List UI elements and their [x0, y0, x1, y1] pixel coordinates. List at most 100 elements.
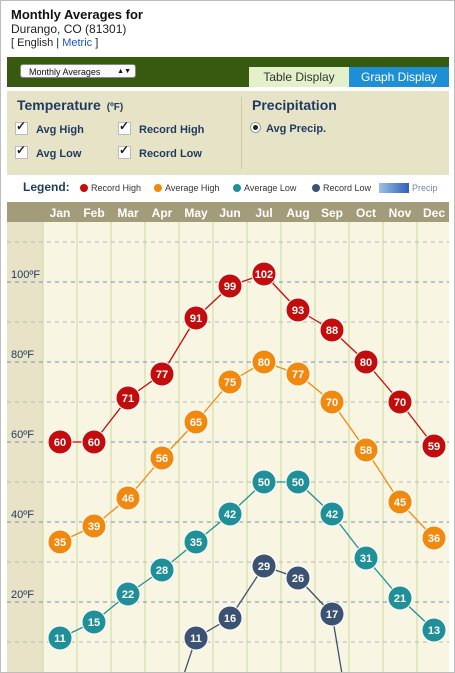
data-point: 65	[183, 409, 209, 435]
data-point-marker	[217, 501, 243, 527]
data-point: 77	[285, 361, 311, 387]
data-label: 22	[122, 589, 134, 601]
data-point: 35	[47, 529, 73, 555]
data-point: 36	[421, 525, 447, 551]
data-point-marker	[251, 261, 277, 287]
data-label: 70	[326, 397, 338, 409]
data-label: 42	[224, 509, 236, 521]
y-tick-label: 60ºF	[11, 429, 34, 441]
english-link[interactable]: English	[17, 37, 54, 49]
month-label: Apr	[152, 206, 173, 220]
data-label: 88	[326, 325, 338, 337]
data-label: 35	[54, 537, 66, 549]
tab-table-display[interactable]: Table Display	[249, 67, 349, 87]
avg-precip-radio[interactable]: Avg Precip.	[250, 122, 326, 136]
data-point-marker	[387, 585, 413, 611]
month-label: Feb	[83, 206, 104, 220]
data-point-marker	[319, 317, 345, 343]
record-high-label: Record High	[139, 124, 205, 136]
month-label: Jul	[255, 206, 272, 220]
orange-dot-icon	[154, 184, 162, 192]
data-label: 16	[224, 613, 236, 625]
month-label: Aug	[286, 206, 309, 220]
data-label: 50	[258, 477, 270, 489]
data-point-marker	[251, 553, 277, 579]
data-point: 60	[47, 429, 73, 455]
legend-label: Average High	[165, 183, 220, 193]
month-label: May	[184, 206, 208, 220]
data-label: 77	[156, 369, 168, 381]
data-point-marker	[353, 349, 379, 375]
record-high-checkbox[interactable]: Record High	[118, 119, 205, 137]
data-point: 70	[387, 389, 413, 415]
data-point: 75	[217, 369, 243, 395]
tab-graph-display[interactable]: Graph Display	[349, 67, 449, 87]
data-point-marker	[319, 601, 345, 627]
data-point: 45	[387, 489, 413, 515]
data-point: 46	[115, 485, 141, 511]
legend: Legend: Record High Average High Average…	[7, 177, 449, 201]
data-point: 13	[421, 617, 447, 643]
data-label: 28	[156, 565, 168, 577]
data-point-marker	[47, 529, 73, 555]
data-point: 70	[319, 389, 345, 415]
legend-label: Average Low	[244, 183, 297, 193]
data-label: 17	[326, 609, 338, 621]
avg-low-checkbox[interactable]: Avg Low	[15, 143, 81, 161]
data-label: 11	[54, 633, 66, 645]
data-label: 71	[122, 393, 134, 405]
page-title: Monthly Averages for	[11, 7, 143, 22]
data-point: 88	[319, 317, 345, 343]
legend-item-precip: Precip	[379, 183, 438, 193]
data-point: 35	[183, 529, 209, 555]
data-label: 45	[394, 497, 406, 509]
data-label: 91	[190, 313, 202, 325]
chart-svg: 20ºF 40ºF 60ºF 80ºF 100ºF Jan Feb Mar Apr May Jun J…	[7, 202, 449, 672]
data-point-marker	[149, 445, 175, 471]
avg-high-checkbox[interactable]: Avg High	[15, 119, 84, 137]
legend-title: Legend:	[23, 180, 70, 194]
checkbox-checked-icon	[118, 143, 131, 159]
data-point-marker	[183, 409, 209, 435]
metric-link[interactable]: Metric	[62, 37, 93, 49]
data-label: 80	[360, 357, 372, 369]
data-label: 46	[122, 493, 134, 505]
data-label: 59	[428, 441, 440, 453]
data-point-marker	[183, 529, 209, 555]
legend-label: Record High	[91, 183, 142, 193]
data-point-marker	[217, 273, 243, 299]
record-low-checkbox[interactable]: Record Low	[118, 143, 202, 161]
data-point-marker	[285, 297, 311, 323]
data-label: 26	[292, 573, 304, 585]
month-label: Nov	[389, 206, 412, 220]
data-point: 17	[319, 601, 345, 627]
data-label: 15	[88, 617, 100, 629]
data-label: 21	[394, 593, 406, 605]
checkbox-checked-icon	[15, 143, 28, 159]
legend-item-record-high: Record High	[80, 183, 141, 193]
data-label: 99	[224, 281, 236, 293]
data-point: 80	[353, 349, 379, 375]
data-label: 60	[54, 437, 66, 449]
data-point-marker	[251, 469, 277, 495]
data-label: 56	[156, 453, 168, 465]
data-label: 80	[258, 357, 270, 369]
data-point-marker	[81, 429, 107, 455]
select-arrows-icon: ▲▼	[117, 68, 131, 75]
avg-high-label: Avg High	[36, 124, 84, 136]
red-dot-icon	[80, 184, 88, 192]
data-label: 58	[360, 445, 372, 457]
data-point: 11	[47, 625, 73, 651]
header: Monthly Averages for Durango, CO (81301)…	[11, 7, 143, 50]
period-select[interactable]: Monthly Averages ▲▼	[20, 64, 136, 78]
data-point-marker	[319, 501, 345, 527]
record-low-label: Record Low	[139, 148, 202, 160]
data-point-marker	[353, 437, 379, 463]
data-point-marker	[251, 349, 277, 375]
data-point: 28	[149, 557, 175, 583]
month-label: Sep	[321, 206, 343, 220]
data-point: 31	[353, 545, 379, 571]
y-tick-label: 100ºF	[11, 269, 40, 281]
month-header-bar	[7, 202, 449, 222]
